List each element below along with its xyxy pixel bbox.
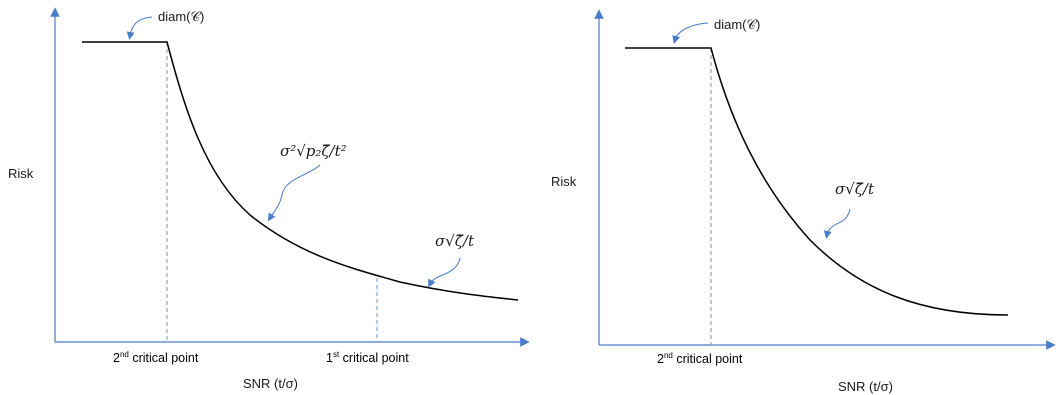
tick-ordinal-suffix: nd <box>663 351 673 360</box>
tick-ordinal: 2 <box>113 351 120 366</box>
diam-arrow <box>126 16 153 40</box>
right-panel: Risk SNR (t/σ) diam(𝒞) σ√ζ̄/t 2nd critic… <box>530 0 1057 395</box>
y-axis-label: Risk <box>8 166 34 181</box>
left-panel: Risk SNR (t/σ) diam(𝒞) σ²√p₂ζ̄/t² σ√ζ̄/t… <box>8 7 530 391</box>
tick-1st-critical-point: 1st critical point <box>326 350 409 365</box>
tick-ordinal: 2 <box>657 352 664 367</box>
annotation-arrow <box>823 208 851 239</box>
annotation-arrow-2 <box>428 257 461 288</box>
risk-curve <box>625 47 1009 316</box>
tick-ordinal-suffix: nd <box>119 350 129 359</box>
curve-annotation-2: σ√ζ̄/t <box>435 232 475 250</box>
tick-2nd-critical-point: 2nd critical point <box>113 350 198 365</box>
risk-curve <box>82 41 519 301</box>
left-diagram-svg <box>50 7 530 347</box>
diam-annotation: diam(𝒞) <box>158 9 205 24</box>
right-diagram-svg <box>594 9 1056 350</box>
tick-label: critical point <box>676 352 743 367</box>
diam-annotation: diam(𝒞) <box>714 17 761 32</box>
tick-label: critical point <box>342 351 409 366</box>
curve-annotation: σ√ζ̄/t <box>835 180 875 198</box>
tick-ordinal-suffix: st <box>332 350 340 359</box>
diam-arrow <box>672 22 709 44</box>
y-axis-label: Risk <box>551 174 577 189</box>
curve-annotation-1: σ²√p₂ζ̄/t² <box>280 142 347 160</box>
tick-2nd-critical-point: 2nd critical point <box>657 351 742 366</box>
annotation-arrow-1 <box>267 164 321 222</box>
tick-label: critical point <box>132 351 199 366</box>
tick-ordinal: 1 <box>326 351 333 366</box>
x-axis-label: SNR (t/σ) <box>838 379 893 394</box>
x-axis-label: SNR (t/σ) <box>243 376 298 391</box>
